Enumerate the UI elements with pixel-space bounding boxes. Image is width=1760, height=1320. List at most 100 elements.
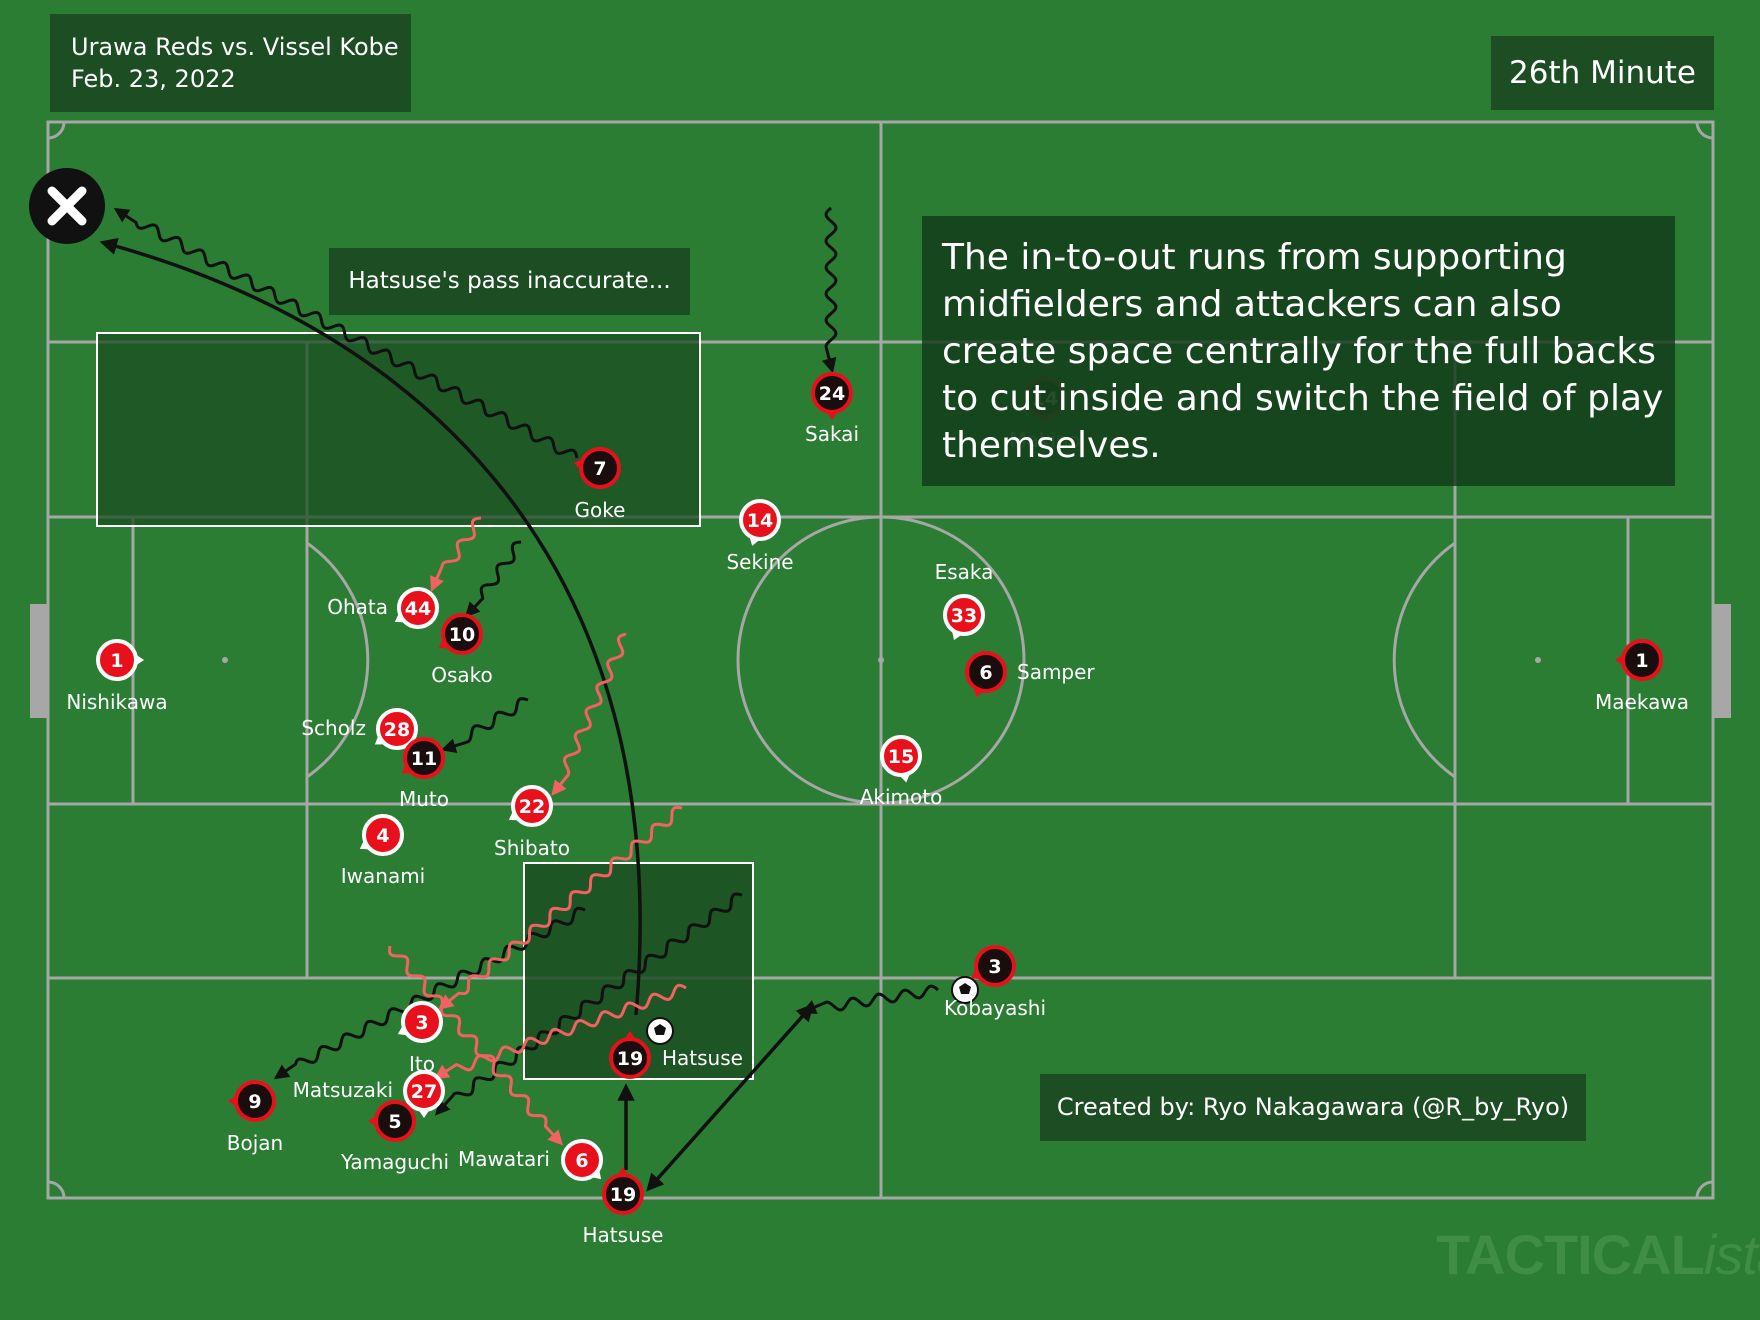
- player-number: 27: [411, 1081, 437, 1103]
- bojan-run: [273, 906, 586, 1080]
- player-scholz: 28 Scholz: [301, 708, 418, 750]
- player-akimoto: 15 Akimoto: [860, 735, 943, 809]
- ohata-run: [430, 516, 482, 592]
- pass-line: [99, 237, 642, 1016]
- sakai-run: [821, 206, 838, 374]
- player-number: 14: [747, 510, 773, 532]
- player-kobayashi: 3 Kobayashi: [944, 945, 1046, 1020]
- player-number: 19: [617, 1048, 643, 1070]
- player-ohata: 44 Ohata: [327, 587, 439, 629]
- player-name: Nishikawa: [66, 690, 167, 714]
- player-number: 1: [110, 650, 123, 672]
- player-iwanami: 4 Iwanami: [341, 814, 425, 888]
- watermark-main: TACTICAL: [1436, 1223, 1705, 1286]
- player-number: 15: [888, 746, 914, 768]
- player-name: Hatsuse: [662, 1046, 743, 1070]
- player-number: 11: [411, 748, 437, 770]
- player-marker: [234, 1080, 276, 1122]
- description-line: midfielders and attackers can also: [942, 284, 1562, 325]
- player-marker: [974, 945, 1016, 987]
- osako-run: [464, 540, 522, 618]
- player-marker: [739, 499, 781, 541]
- player-marker: [880, 735, 922, 777]
- player-marker: [96, 639, 138, 681]
- player-number: 7: [593, 458, 606, 480]
- player-number: 6: [979, 662, 992, 684]
- player-name: Ohata: [327, 595, 388, 619]
- player-marker: [376, 708, 418, 750]
- player-marker: [403, 1070, 445, 1112]
- player-marker: [1621, 639, 1663, 681]
- description-line: themselves.: [942, 425, 1161, 466]
- goke-run: [113, 207, 579, 459]
- movement-arrows: [99, 206, 939, 1192]
- player-marker: [374, 1100, 416, 1142]
- player-number: 44: [405, 598, 431, 620]
- description-line: create space centrally for the full back…: [942, 331, 1656, 372]
- player-number: 22: [519, 796, 545, 818]
- player-name: Maekawa: [1595, 690, 1689, 714]
- player-number: 4: [376, 825, 389, 847]
- player-name: Esaka: [935, 560, 994, 584]
- player-hatsuse: 19 Hatsuse: [583, 1167, 664, 1247]
- player-osako: 10 Osako: [431, 613, 493, 687]
- player-name: Osako: [431, 663, 493, 687]
- pitch-lines: [46, 120, 1715, 1200]
- minute-label: 26th Minute: [1491, 36, 1714, 110]
- player-name: Samper: [1017, 660, 1095, 684]
- muto-run: [440, 697, 529, 753]
- players: 7Goke24Sakai14Sekine14Makino33Esaka6Samp…: [66, 372, 1689, 1247]
- player-name: Mawatari: [458, 1147, 550, 1171]
- match-date: Feb. 23, 2022: [71, 65, 236, 93]
- player-name: Matsuzaki: [293, 1078, 393, 1102]
- player-number: 6: [575, 1150, 588, 1172]
- x-mark-icon: [29, 168, 105, 244]
- player-sakai: 24 Sakai: [805, 372, 859, 446]
- player-number: 10: [449, 624, 475, 646]
- player-name: Kobayashi: [944, 996, 1046, 1020]
- matsuzaki-run: [433, 983, 687, 1080]
- player-marker: [602, 1173, 644, 1215]
- player-name: Hatsuse: [583, 1223, 664, 1247]
- description-line: to cut inside and switch the field of pl…: [942, 378, 1664, 419]
- player-maekawa: 1 Maekawa: [1595, 639, 1689, 714]
- yamaguchi-run: [434, 892, 743, 1116]
- player-esaka: 33 Esaka: [935, 560, 994, 641]
- pass-note: Hatsuse's pass inaccurate...: [329, 248, 690, 315]
- player-name: Shibato: [494, 836, 570, 860]
- player-marker: [943, 594, 985, 636]
- player-marker: [403, 737, 445, 779]
- player-number: 28: [384, 719, 410, 741]
- player-name: Akimoto: [860, 785, 943, 809]
- player-name: Scholz: [301, 716, 366, 740]
- player-name: Yamaguchi: [340, 1150, 449, 1174]
- player-marker: [511, 785, 553, 827]
- shibato-run: [551, 632, 627, 796]
- player-name: Bojan: [227, 1131, 283, 1155]
- description-line: The in-to-out runs from supporting: [942, 237, 1567, 278]
- soccer-ball-icon: [951, 976, 979, 1004]
- player-name: Goke: [575, 498, 626, 522]
- player-number: 19: [610, 1184, 636, 1206]
- player-samper: 6 Samper: [965, 651, 1095, 698]
- player-nishikawa: 1 Nishikawa: [66, 639, 168, 714]
- player-marker: [397, 587, 439, 629]
- description-box: The in-to-out runs from supporting midfi…: [922, 216, 1675, 486]
- player-bojan: 9 Bojan: [227, 1080, 283, 1155]
- mawatari-run: [387, 945, 564, 1146]
- player-sekine: 14 Sekine: [726, 499, 794, 574]
- player-name: Muto: [399, 787, 449, 811]
- player-shibato: 22 Shibato: [494, 785, 570, 860]
- player-hatsuse: 19 Hatsuse: [609, 1031, 743, 1079]
- match-info-box: Urawa Reds vs. Vissel Kobe Feb. 23, 2022: [50, 14, 411, 112]
- player-marker: [811, 372, 853, 414]
- player-name: Sakai: [805, 422, 859, 446]
- player-marker: [362, 814, 404, 856]
- pitch-spots: [30, 604, 1731, 718]
- player-mawatari: 6 Mawatari: [458, 1139, 603, 1181]
- player-number: 1: [1635, 650, 1648, 672]
- kobayashi-run: [801, 984, 939, 1014]
